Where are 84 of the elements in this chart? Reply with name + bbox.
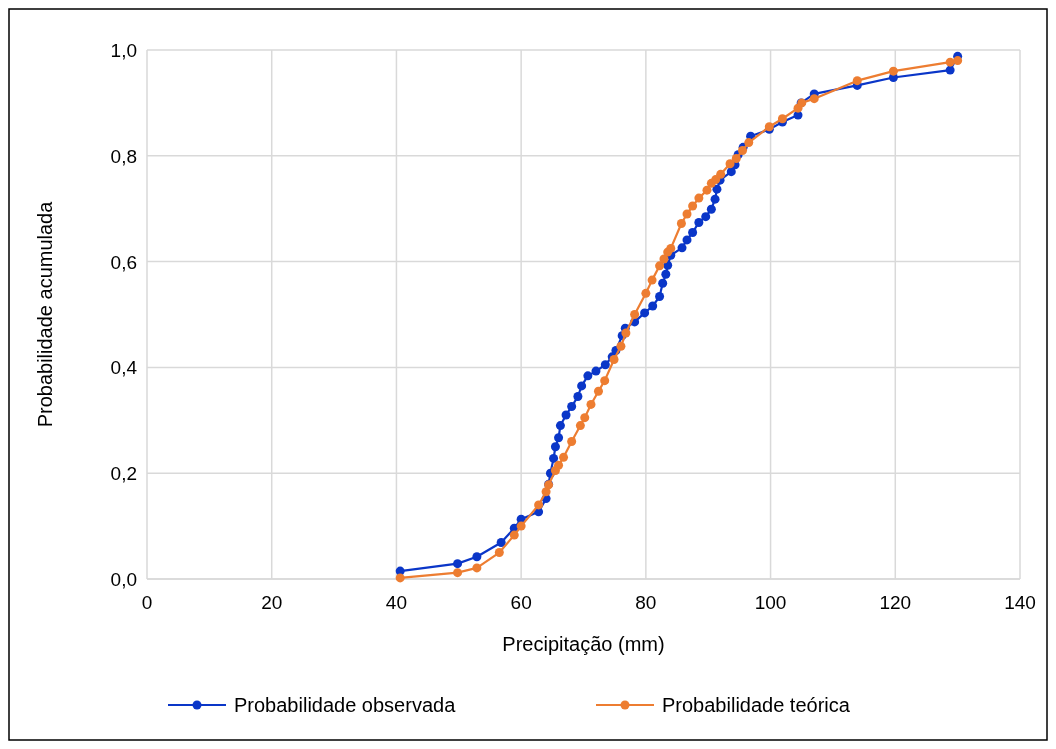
x-tick-label: 0 (141, 592, 153, 613)
x-tick-label: 60 (510, 592, 532, 613)
point (945, 57, 955, 67)
point (561, 410, 571, 420)
point (600, 360, 610, 370)
point (621, 328, 631, 338)
point (577, 381, 587, 391)
point (580, 413, 590, 423)
point (710, 194, 720, 204)
point (726, 167, 736, 177)
point (630, 310, 640, 319)
y-tick-label: 0,8 (110, 145, 137, 167)
y-tick-label: 0,2 (110, 463, 137, 485)
point (453, 559, 463, 569)
point (555, 421, 565, 431)
x-tick-label: 120 (879, 592, 912, 613)
point (559, 452, 569, 462)
point (701, 212, 711, 222)
point (554, 460, 564, 470)
point (616, 341, 626, 351)
point (648, 301, 658, 311)
point (496, 538, 506, 547)
legend-label: Probabilidade teórica (662, 694, 851, 716)
point (472, 563, 482, 573)
point (550, 442, 560, 452)
point (655, 292, 665, 302)
point (586, 399, 596, 409)
point (583, 371, 593, 381)
point (711, 175, 721, 185)
point (494, 548, 504, 558)
point (549, 453, 559, 463)
y-tick-label: 0,4 (110, 357, 138, 379)
point (516, 521, 526, 531)
point (647, 275, 657, 285)
point (453, 568, 463, 578)
point (661, 269, 671, 279)
point (945, 65, 955, 75)
point (716, 169, 726, 179)
y-axis-title: Probabilidade acumulada (34, 200, 56, 428)
y-tick-label: 0,6 (110, 251, 137, 273)
point (655, 261, 665, 271)
point (554, 433, 564, 443)
point (744, 138, 754, 148)
x-tick-label: 20 (261, 592, 283, 613)
point (641, 288, 651, 298)
point (682, 235, 692, 245)
point (738, 146, 748, 156)
point (666, 243, 676, 253)
point (472, 552, 482, 562)
x-tick-label: 100 (754, 592, 787, 613)
y-tick-label: 1,0 (110, 40, 137, 61)
point (953, 56, 963, 66)
point (567, 436, 577, 446)
legend-label: Probabilidade observada (234, 694, 457, 716)
point (676, 219, 686, 229)
point (658, 278, 668, 288)
point (682, 209, 692, 219)
point (888, 66, 898, 76)
point (706, 204, 716, 214)
point (567, 402, 577, 412)
point (712, 184, 722, 194)
x-tick-label: 80 (635, 592, 657, 613)
x-tick-label: 140 (1004, 592, 1036, 613)
point (702, 185, 712, 195)
y-tick-label: 0,0 (110, 569, 137, 590)
point (694, 193, 704, 203)
point (534, 500, 544, 510)
point (509, 530, 519, 540)
point (600, 376, 610, 386)
point (694, 217, 704, 227)
point (640, 308, 650, 318)
point (688, 201, 698, 211)
point (573, 392, 583, 401)
point (659, 254, 669, 264)
point (852, 76, 862, 86)
point (809, 94, 819, 104)
point (688, 228, 698, 238)
point (677, 243, 687, 253)
x-tick-label: 40 (385, 592, 407, 613)
point (395, 573, 405, 583)
x-axis-title: Precipitação (mm) (502, 633, 665, 655)
point (591, 366, 601, 376)
point (593, 386, 603, 396)
point (575, 421, 585, 431)
